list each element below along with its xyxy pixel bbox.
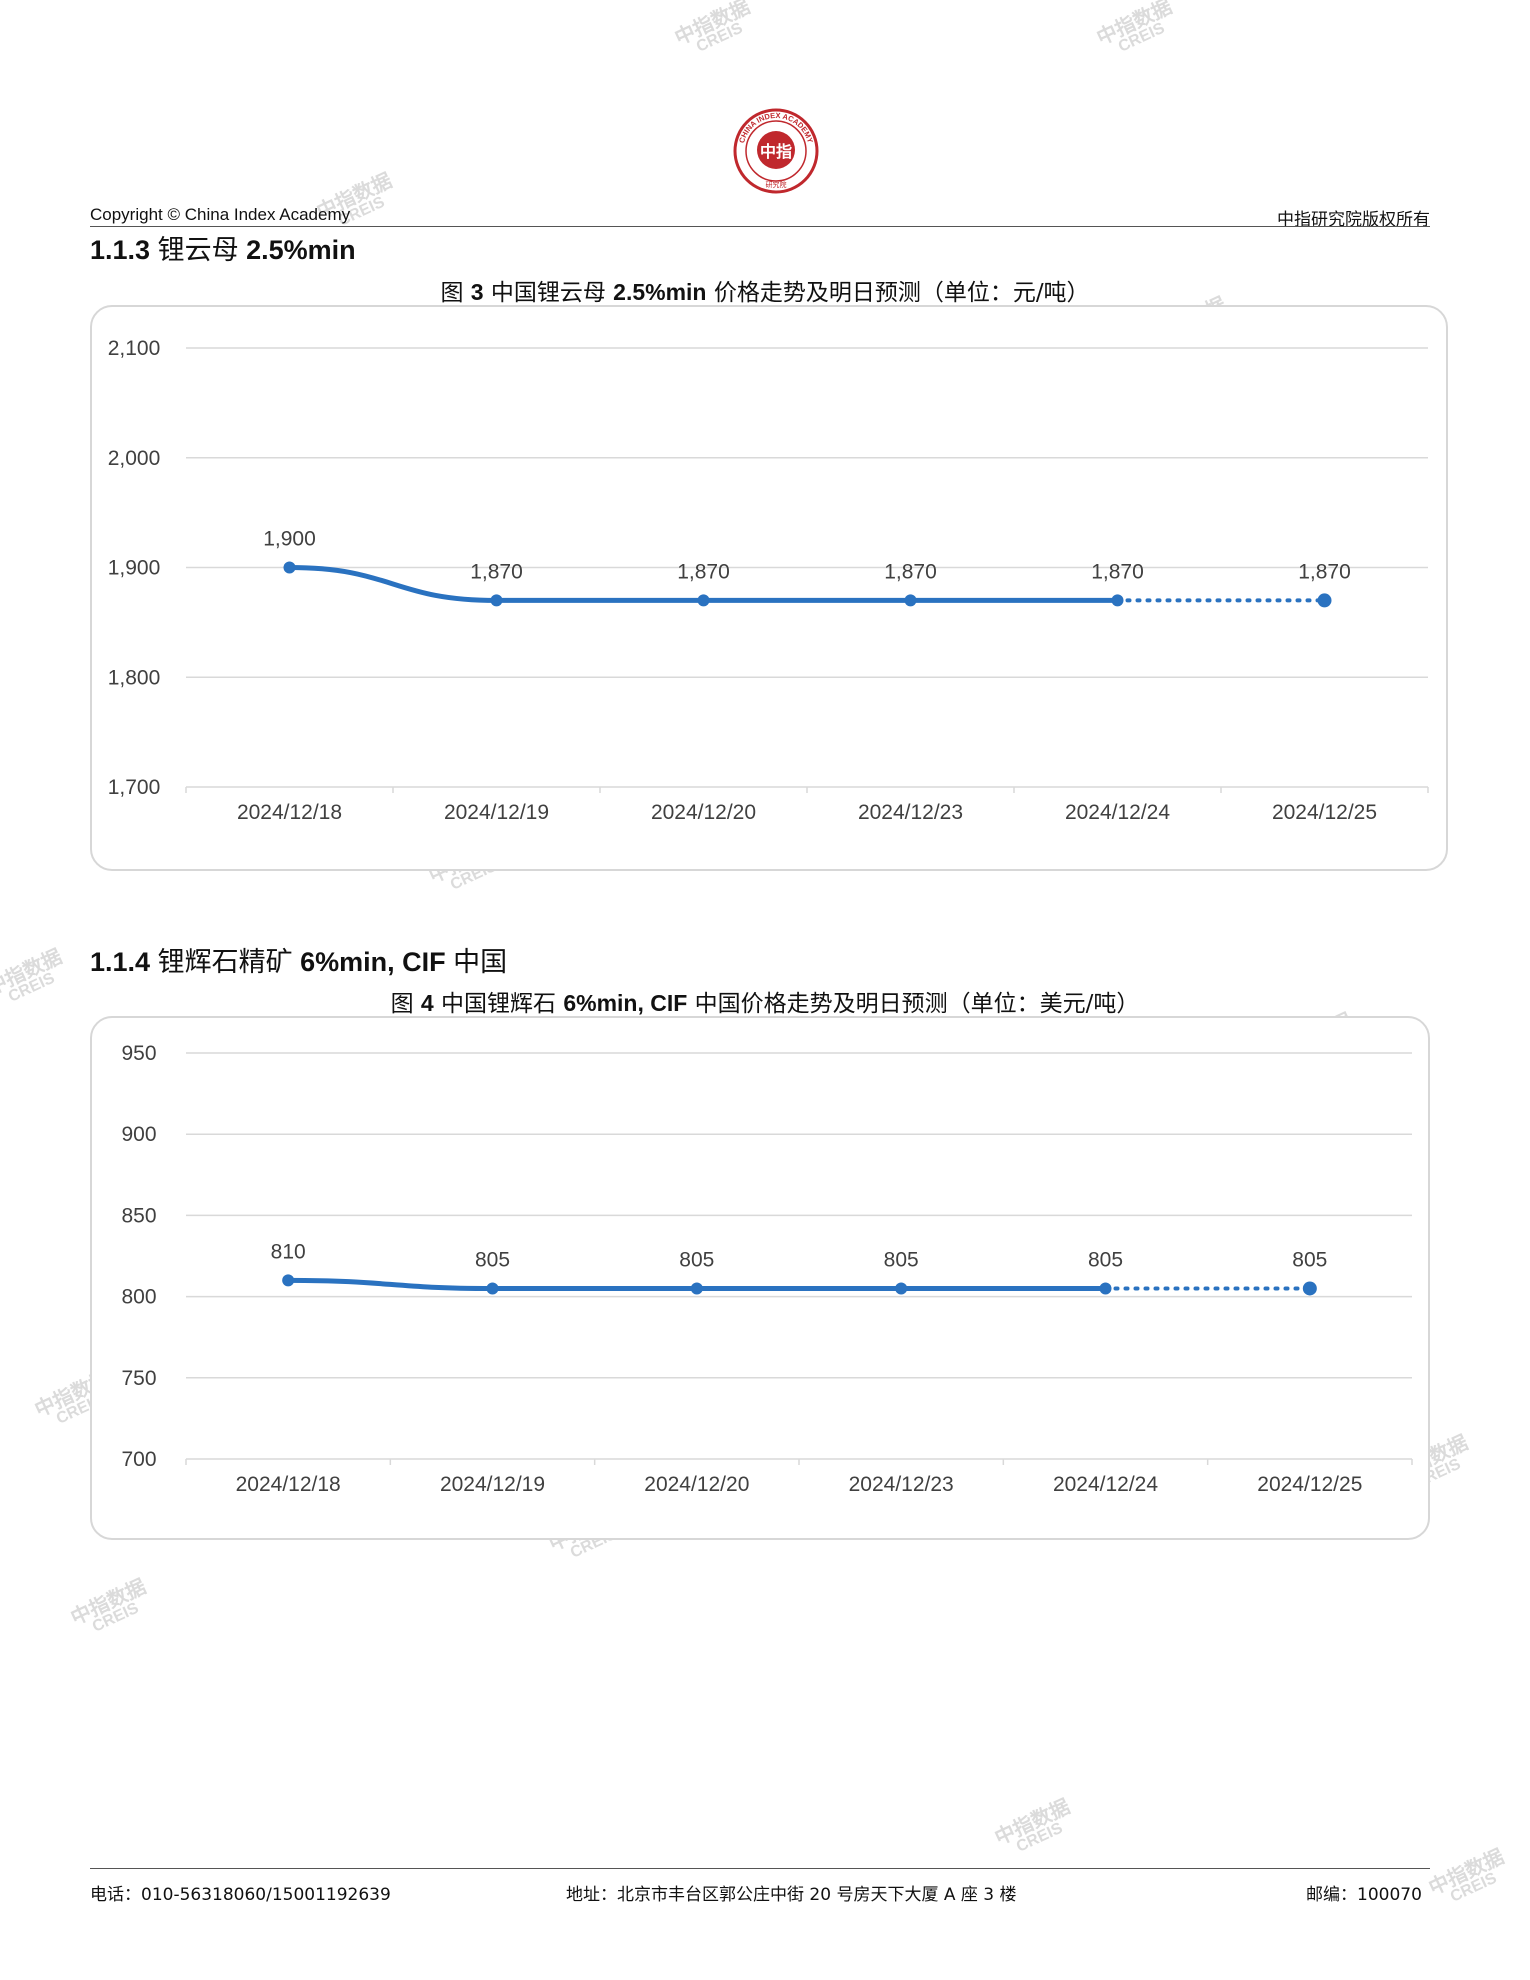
data-label: 810	[271, 1240, 306, 1263]
data-point	[1111, 594, 1124, 607]
x-tick-label: 2024/12/24	[1053, 1473, 1158, 1496]
copyright-text: Copyright © China Index Academy	[90, 205, 351, 224]
y-tick-label: 700	[121, 1448, 156, 1471]
x-tick-label: 2024/12/25	[1272, 801, 1377, 824]
x-tick-label: 2024/12/19	[444, 801, 549, 824]
data-point	[1317, 593, 1332, 608]
data-label: 805	[475, 1248, 510, 1271]
spodumene-price-chart: 700 750 800 850 900 950 2024/12/18 2024/12/19 20…	[121, 1042, 1413, 1496]
logo-center-text: 中指	[760, 142, 792, 161]
lepidolite-price-chart: 1,700 1,800 1,900 2,000 2,100 2024/12/18 2024/…	[108, 337, 1429, 824]
y-tick-label: 1,900	[108, 557, 161, 580]
data-point	[1099, 1282, 1112, 1295]
data-point	[690, 1282, 703, 1295]
x-tick-label: 2024/12/25	[1257, 1473, 1362, 1496]
footer-postcode: 邮编：100070	[1306, 1885, 1422, 1905]
data-point	[895, 1282, 908, 1295]
academy-logo: CHINA INDEX ACADEMY 中指 研究院	[733, 108, 819, 194]
section-heading-spodumene: 1.1.4 锂辉石精矿 6%min, CIF 中国	[90, 947, 508, 978]
data-label: 1,870	[470, 560, 523, 583]
chart-2-container: 700 750 800 850 900 950 2024/12/18 2024/12/19 20…	[90, 1016, 1430, 1540]
data-label: 1,870	[1298, 560, 1351, 583]
data-point	[1302, 1281, 1317, 1296]
x-tick-label: 2024/12/18	[237, 801, 342, 824]
chart-1-container: 1,700 1,800 1,900 2,000 2,100 2024/12/18 2024/…	[90, 305, 1448, 871]
y-tick-label: 950	[121, 1042, 156, 1065]
data-label: 805	[679, 1248, 714, 1271]
x-tick-label: 2024/12/20	[644, 1473, 749, 1496]
footer-address: 地址：北京市丰台区郭公庄中街 20 号房天下大厦 A 座 3 楼	[566, 1885, 1017, 1905]
data-point	[282, 1274, 295, 1287]
data-label: 805	[1292, 1248, 1327, 1271]
y-tick-label: 2,100	[108, 337, 161, 360]
data-point	[697, 594, 710, 607]
y-tick-label: 750	[121, 1367, 156, 1390]
data-label: 805	[884, 1248, 919, 1271]
y-tick-label: 2,000	[108, 447, 161, 470]
data-label: 1,870	[884, 560, 937, 583]
figure-3-title: 图 3 中国锂云母 2.5%min 价格走势及明日预测（单位：元/吨）	[440, 279, 1090, 306]
x-tick-label: 2024/12/24	[1065, 801, 1170, 824]
data-point	[490, 594, 503, 607]
data-point	[486, 1282, 499, 1295]
section-heading-lepidolite: 1.1.3 锂云母 2.5%min	[90, 235, 356, 266]
logo-bottom-text: 研究院	[766, 180, 787, 189]
header-divider	[90, 226, 1430, 227]
data-label: 1,870	[677, 560, 730, 583]
data-point	[904, 594, 917, 607]
x-tick-label: 2024/12/23	[858, 801, 963, 824]
x-tick-label: 2024/12/18	[236, 1473, 341, 1496]
figure-4-title: 图 4 中国锂辉石 6%min, CIF 中国价格走势及明日预测（单位：美元/吨…	[390, 990, 1140, 1017]
x-tick-label: 2024/12/19	[440, 1473, 545, 1496]
footer-divider	[90, 1868, 1430, 1869]
y-tick-label: 1,800	[108, 666, 161, 689]
data-label: 1,870	[1091, 560, 1144, 583]
y-tick-label: 1,700	[108, 776, 161, 799]
x-tick-label: 2024/12/20	[651, 801, 756, 824]
y-tick-label: 850	[121, 1204, 156, 1227]
x-tick-label: 2024/12/23	[849, 1473, 954, 1496]
data-label: 1,900	[263, 528, 316, 551]
rights-text: 中指研究院版权所有	[1277, 210, 1430, 230]
footer-phone: 电话：010-56318060/15001192639	[90, 1885, 391, 1905]
y-tick-label: 800	[121, 1286, 156, 1309]
data-label: 805	[1088, 1248, 1123, 1271]
data-point	[283, 561, 296, 574]
y-tick-label: 900	[121, 1123, 156, 1146]
